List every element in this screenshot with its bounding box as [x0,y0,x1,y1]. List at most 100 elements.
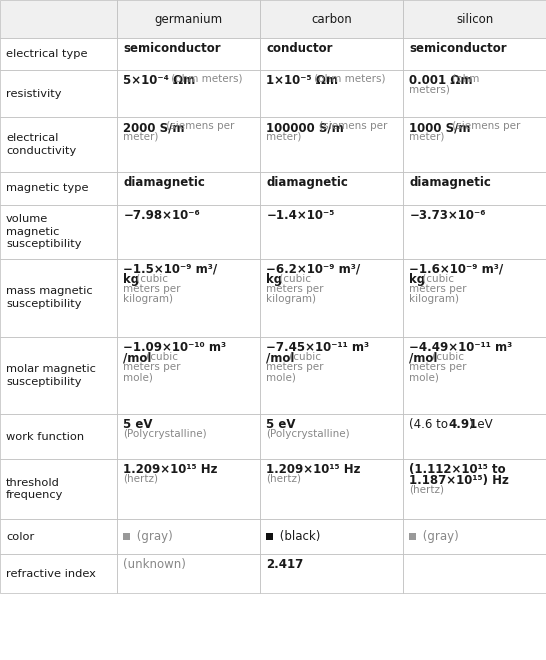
Text: (hertz): (hertz) [123,474,158,484]
Text: 2.417: 2.417 [266,558,304,572]
Text: work function: work function [6,432,84,442]
Text: −6.2×10⁻⁹ m³/: −6.2×10⁻⁹ m³/ [266,263,360,276]
Text: mole): mole) [410,372,440,382]
Text: (siemens per: (siemens per [163,121,234,131]
Text: (4.6 to: (4.6 to [410,418,452,432]
Text: −1.09×10⁻¹⁰ m³: −1.09×10⁻¹⁰ m³ [123,341,227,354]
Bar [403,414,546,459]
Bar [260,117,403,172]
Text: diamagnetic: diamagnetic [123,176,205,189]
Text: (cubic: (cubic [286,351,321,361]
Text: mass magnetic
susceptibility: mass magnetic susceptibility [6,286,93,309]
Bar [266,533,273,540]
Text: meters per: meters per [266,362,324,372]
Text: meters per: meters per [123,284,181,294]
Text: diamagnetic: diamagnetic [410,176,491,189]
Text: meters per: meters per [123,362,181,372]
Text: kg: kg [266,273,283,286]
Text: meter): meter) [410,132,445,142]
Text: meters): meters) [410,84,450,94]
Bar [0,554,117,593]
Text: −4.49×10⁻¹¹ m³: −4.49×10⁻¹¹ m³ [410,341,513,354]
Bar [403,259,546,337]
Text: meters per: meters per [266,284,324,294]
Text: (gray): (gray) [133,530,173,543]
Bar [260,459,403,519]
Bar [117,554,260,593]
Bar [117,205,260,259]
Text: (ohm: (ohm [449,74,479,84]
Bar [0,459,117,519]
Text: (gray): (gray) [419,530,459,543]
Bar [0,519,117,554]
Text: 5 eV: 5 eV [123,418,153,432]
Text: (cubic: (cubic [276,273,311,283]
Text: mole): mole) [123,372,153,382]
Text: (cubic: (cubic [133,273,168,283]
Text: −1.4×10⁻⁵: −1.4×10⁻⁵ [266,209,335,222]
Text: carbon: carbon [312,13,352,26]
Bar [123,533,130,540]
Text: meter): meter) [123,132,159,142]
Text: (siemens per: (siemens per [449,121,520,131]
Bar [403,519,546,554]
Text: semiconductor: semiconductor [410,42,507,55]
Bar [117,459,260,519]
Bar [0,172,117,205]
Text: (ohm meters): (ohm meters) [311,74,385,84]
Text: (1.112×10¹⁵ to: (1.112×10¹⁵ to [410,463,506,477]
Text: (siemens per: (siemens per [316,121,387,131]
Text: /mol: /mol [123,351,152,364]
Text: refractive index: refractive index [6,568,96,579]
Text: kg: kg [123,273,140,286]
Bar [260,337,403,414]
Text: 4.91: 4.91 [449,418,478,432]
Bar [403,0,546,38]
Text: (cubic: (cubic [429,351,464,361]
Text: ) eV: ) eV [468,418,492,432]
Text: 1.209×10¹⁵ Hz: 1.209×10¹⁵ Hz [123,463,218,477]
Bar [403,459,546,519]
Text: −3.73×10⁻⁶: −3.73×10⁻⁶ [410,209,486,222]
Text: (ohm meters): (ohm meters) [168,74,242,84]
Text: threshold
frequency: threshold frequency [6,478,63,500]
Text: meters per: meters per [410,362,467,372]
Text: −7.45×10⁻¹¹ m³: −7.45×10⁻¹¹ m³ [266,341,370,354]
Text: molar magnetic
susceptibility: molar magnetic susceptibility [6,364,96,387]
Text: 1×10⁻⁵ Ωm: 1×10⁻⁵ Ωm [266,74,339,87]
Text: 2000 S/m: 2000 S/m [123,121,185,135]
Text: (hertz): (hertz) [266,474,301,484]
Bar [0,337,117,414]
Bar [0,259,117,337]
Bar [0,117,117,172]
Bar [403,70,546,117]
Bar [117,172,260,205]
Text: mole): mole) [266,372,296,382]
Text: 5 eV: 5 eV [266,418,296,432]
Bar [410,533,416,540]
Bar [0,205,117,259]
Text: kilogram): kilogram) [266,294,317,304]
Bar [117,519,260,554]
Bar [0,0,117,38]
Text: 5×10⁻⁴ Ωm: 5×10⁻⁴ Ωm [123,74,195,87]
Text: (Polycrystalline): (Polycrystalline) [123,429,207,439]
Text: (unknown): (unknown) [123,558,186,572]
Text: 100000 S/m: 100000 S/m [266,121,344,135]
Bar [260,259,403,337]
Bar [117,337,260,414]
Bar [403,117,546,172]
Text: −1.6×10⁻⁹ m³/: −1.6×10⁻⁹ m³/ [410,263,503,276]
Bar [117,38,260,70]
Bar [260,172,403,205]
Text: (hertz): (hertz) [410,484,444,494]
Text: silicon: silicon [456,13,494,26]
Bar [403,205,546,259]
Text: (Polycrystalline): (Polycrystalline) [266,429,350,439]
Text: 1000 S/m: 1000 S/m [410,121,471,135]
Bar [260,70,403,117]
Text: /mol: /mol [266,351,295,364]
Text: electrical type: electrical type [6,49,87,59]
Text: resistivity: resistivity [6,88,62,99]
Bar [117,70,260,117]
